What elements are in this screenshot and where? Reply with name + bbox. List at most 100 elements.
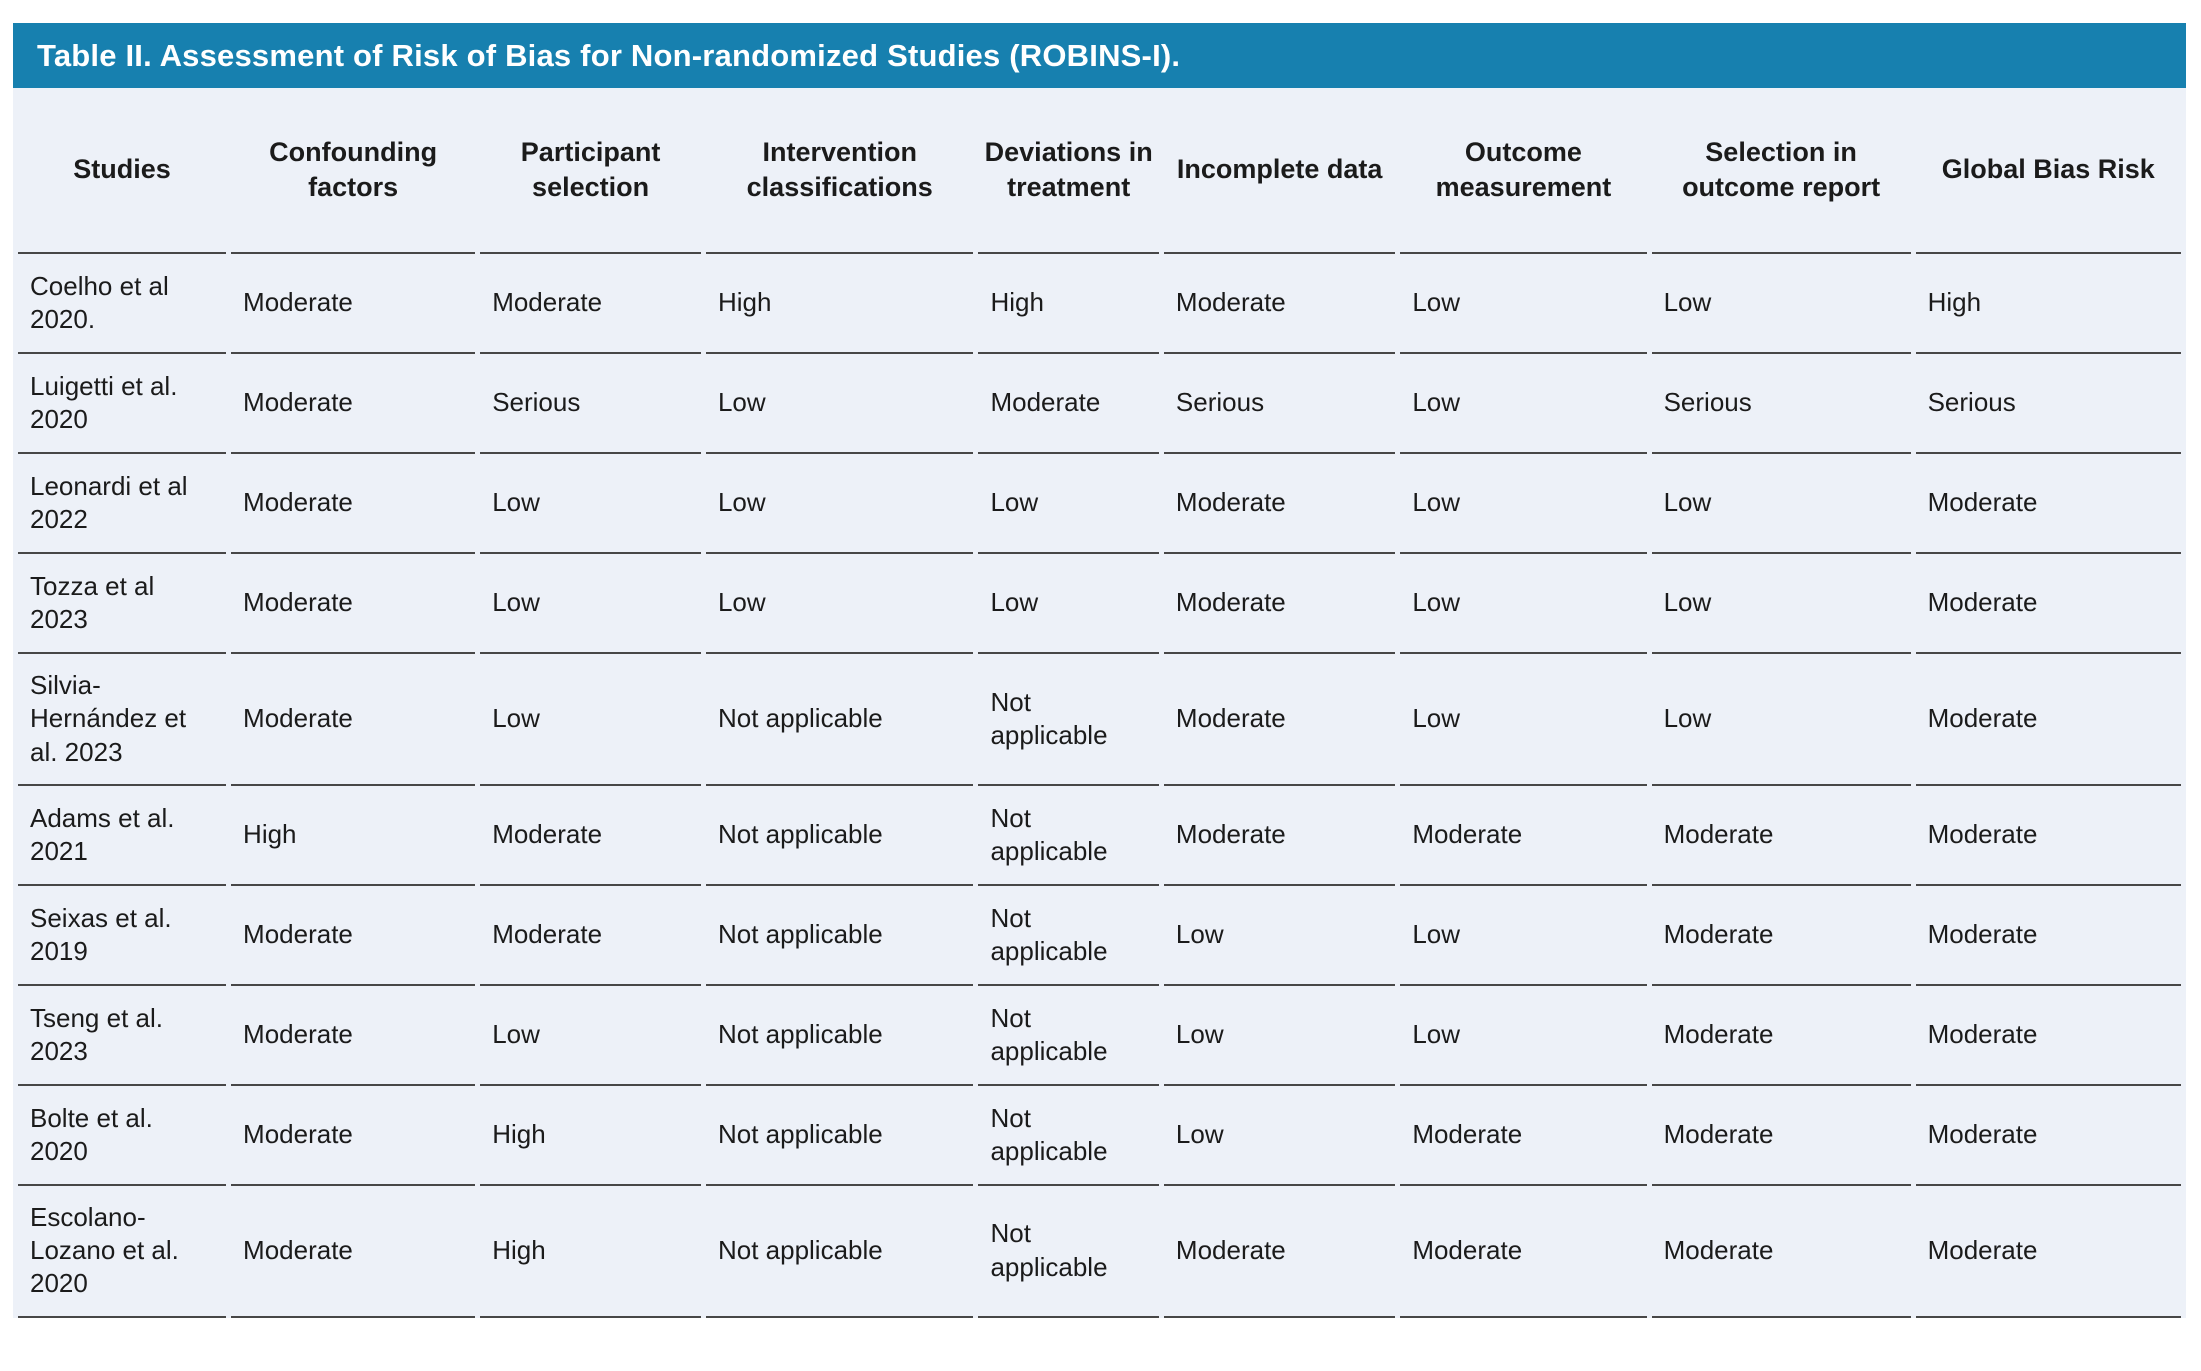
cell-value: Moderate	[1915, 1183, 2181, 1318]
column-header-3: Intervention classifications	[746, 136, 933, 202]
cell-study: Leonardi et al 2022	[18, 452, 227, 552]
cell-value: Moderate	[1163, 252, 1396, 352]
table-row: Coelho et al 2020. Moderate Moderate High Hi…	[18, 252, 2181, 352]
cell-value: Moderate	[231, 452, 476, 552]
cell-value: Not applicable	[978, 1083, 1159, 1184]
table-title-bar: Table II. Assessment of Risk of Bias for…	[13, 23, 2186, 88]
cell-value: Not applicable	[705, 783, 974, 884]
cell-value: Moderate	[480, 252, 701, 352]
table-header: Studies Confounding factors Participant se…	[18, 88, 2181, 252]
cell-study: Luigetti et al. 2020	[18, 352, 227, 452]
cell-value: Moderate	[1651, 1083, 1911, 1184]
cell-value: Moderate	[231, 652, 476, 784]
cell-value: Moderate	[480, 883, 701, 984]
cell-value: Low	[705, 352, 974, 452]
cell-value: Moderate	[1400, 783, 1647, 884]
cell-value: Moderate	[1163, 783, 1396, 884]
cell-value: Low	[1163, 883, 1396, 984]
column-header-8: Global Bias Risk	[1941, 154, 2155, 185]
cell-value: Moderate	[978, 352, 1159, 452]
cell-study: Tseng et al. 2023	[18, 983, 227, 1084]
cell-value: Moderate	[1915, 452, 2181, 552]
table-row: Escolano-Lozano et al. 2020 Moderate High N…	[18, 1183, 2181, 1318]
cell-value: Serious	[1915, 352, 2181, 452]
cell-value: Moderate	[1163, 552, 1396, 652]
cell-value: Low	[1400, 983, 1647, 1084]
cell-value: Low	[1400, 252, 1647, 352]
cell-value: Not applicable	[978, 783, 1159, 884]
cell-study: Adams et al. 2021	[18, 783, 227, 884]
cell-value: Serious	[1163, 352, 1396, 452]
cell-value: Not applicable	[705, 1083, 974, 1184]
table-row: Leonardi et al 2022 Moderate Low Low Low Mode…	[18, 452, 2181, 552]
cell-value: High	[1915, 252, 2181, 352]
cell-study: Bolte et al. 2020	[18, 1083, 227, 1184]
cell-study: Coelho et al 2020.	[18, 252, 227, 352]
cell-value: Moderate	[1163, 452, 1396, 552]
table-row: Bolte et al. 2020 Moderate High Not applica…	[18, 1083, 2181, 1184]
cell-value: Low	[480, 983, 701, 1084]
cell-value: High	[480, 1183, 701, 1318]
cell-value: Moderate	[1163, 1183, 1396, 1318]
table-body: Coelho et al 2020. Moderate Moderate High Hi…	[18, 252, 2181, 1318]
cell-value: Moderate	[1915, 883, 2181, 984]
column-header-1: Confounding factors	[269, 136, 438, 202]
cell-value: Moderate	[1915, 652, 2181, 784]
table-row: Seixas et al. 2019 Moderate Moderate Not ap…	[18, 883, 2181, 984]
cell-value: Not applicable	[705, 1183, 974, 1318]
cell-value: Not applicable	[978, 983, 1159, 1084]
cell-value: Moderate	[231, 552, 476, 652]
table-row: Luigetti et al. 2020 Moderate Serious Low Mo…	[18, 352, 2181, 452]
cell-value: Low	[978, 452, 1159, 552]
cell-value: Moderate	[1651, 883, 1911, 984]
cell-value: Moderate	[1400, 1083, 1647, 1184]
cell-value: Low	[1400, 652, 1647, 784]
paper-table-figure: Table II. Assessment of Risk of Bias for…	[13, 23, 2186, 1318]
cell-value: Low	[480, 452, 701, 552]
cell-value: Low	[1163, 1083, 1396, 1184]
cell-value: Low	[480, 652, 701, 784]
cell-value: Low	[1651, 652, 1911, 784]
cell-value: Moderate	[231, 883, 476, 984]
cell-value: Low	[480, 552, 701, 652]
table-row: Adams et al. 2021 High Moderate Not applica…	[18, 783, 2181, 884]
cell-value: Moderate	[1651, 783, 1911, 884]
column-header-6: Outcome measurement	[1435, 136, 1612, 202]
cell-value: Moderate	[480, 783, 701, 884]
cell-value: Low	[1651, 452, 1911, 552]
table-row: Silvia-Hernández et al. 2023 Moderate Low N…	[18, 652, 2181, 784]
cell-value: Not applicable	[978, 883, 1159, 984]
table-row: Tseng et al. 2023 Moderate Low Not applicab…	[18, 983, 2181, 1084]
cell-value: Moderate	[231, 352, 476, 452]
cell-value: Serious	[1651, 352, 1911, 452]
cell-value: High	[480, 1083, 701, 1184]
cell-value: Low	[1651, 252, 1911, 352]
cell-value: Not applicable	[705, 983, 974, 1084]
cell-value: Low	[705, 452, 974, 552]
cell-value: Moderate	[1915, 783, 2181, 884]
cell-value: Not applicable	[978, 1183, 1159, 1318]
cell-value: Moderate	[1163, 652, 1396, 784]
table-row: Tozza et al 2023 Moderate Low Low Low Moderat…	[18, 552, 2181, 652]
cell-value: High	[705, 252, 974, 352]
cell-value: Low	[1400, 552, 1647, 652]
cell-value: Moderate	[1915, 983, 2181, 1084]
cell-value: Not applicable	[978, 652, 1159, 784]
cell-value: Moderate	[1915, 1083, 2181, 1184]
column-header-2: Participant selection	[520, 136, 661, 202]
cell-value: Low	[705, 552, 974, 652]
header-row: Studies Confounding factors Participant se…	[18, 88, 2181, 252]
cell-value: Low	[1651, 552, 1911, 652]
cell-value: Moderate	[1915, 552, 2181, 652]
cell-value: Low	[978, 552, 1159, 652]
cell-value: Moderate	[231, 983, 476, 1084]
cell-value: Not applicable	[705, 652, 974, 784]
cell-value: High	[231, 783, 476, 884]
cell-study: Seixas et al. 2019	[18, 883, 227, 984]
cell-value: High	[978, 252, 1159, 352]
cell-value: Moderate	[231, 1083, 476, 1184]
column-header-4: Deviations in treatment	[984, 136, 1153, 202]
robins-risk-of-bias-table: Studies Confounding factors Participant se…	[13, 88, 2186, 1318]
cell-study: Tozza et al 2023	[18, 552, 227, 652]
cell-study: Escolano-Lozano et al. 2020	[18, 1183, 227, 1318]
